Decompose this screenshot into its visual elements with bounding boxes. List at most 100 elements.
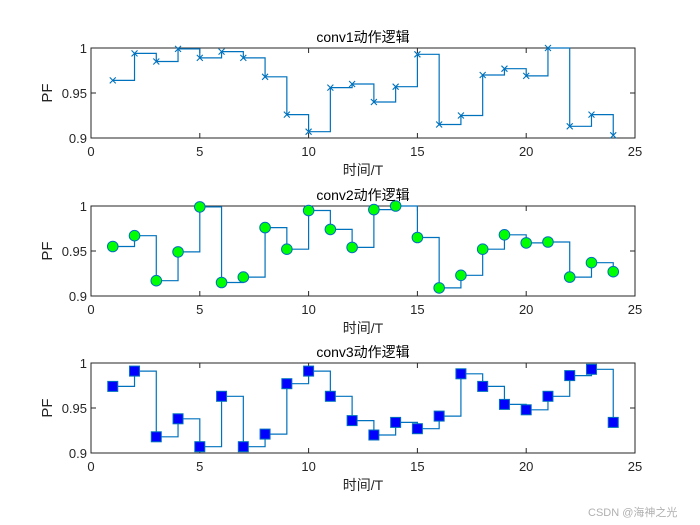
data-point-marker: [172, 246, 184, 258]
data-point-marker: [435, 121, 443, 128]
data-point-marker: [305, 128, 312, 136]
data-point-marker: [414, 50, 421, 58]
data-point-marker: [106, 240, 119, 253]
x-tick-label: 5: [196, 459, 203, 474]
x-tick-label: 15: [410, 459, 424, 474]
data-point-marker: [607, 265, 620, 278]
data-point-marker: [194, 201, 206, 213]
data-point-marker: [259, 221, 271, 234]
subplot-title: conv2动作逻辑: [316, 187, 409, 203]
x-tick-label: 5: [196, 302, 203, 317]
data-point-marker: [542, 236, 554, 248]
data-point-marker: [433, 410, 445, 422]
data-point-marker: [218, 48, 225, 55]
data-point-marker: [609, 131, 617, 139]
data-point-marker: [281, 378, 293, 390]
data-point-marker: [150, 431, 162, 443]
data-point-marker: [585, 363, 597, 375]
x-tick-label: 10: [301, 459, 315, 474]
y-tick-label: 0.95: [62, 244, 87, 259]
stairs-line: [112, 205, 614, 289]
x-tick-label: 20: [519, 459, 533, 474]
y-axis-label: PF: [39, 241, 56, 260]
data-point-marker: [411, 231, 424, 244]
data-point-marker: [607, 416, 619, 428]
data-point-marker: [479, 71, 487, 79]
data-point-marker: [302, 204, 315, 217]
subplot-title: conv1动作逻辑: [316, 29, 409, 45]
data-point-marker: [107, 380, 119, 392]
data-point-marker: [585, 256, 598, 269]
data-point-marker: [501, 65, 508, 73]
data-point-marker: [128, 229, 141, 242]
data-point-marker: [303, 365, 315, 377]
x-tick-label: 25: [628, 144, 642, 159]
y-axis-label: PF: [39, 83, 56, 102]
x-tick-label: 20: [519, 302, 533, 317]
y-tick-label: 0.95: [62, 401, 87, 416]
x-tick-label: 20: [519, 144, 533, 159]
data-point-marker: [564, 370, 576, 382]
data-point-marker: [542, 390, 554, 402]
y-tick-label: 0.9: [69, 131, 87, 146]
data-point-marker: [346, 241, 358, 254]
x-tick-label: 0: [87, 302, 94, 317]
data-point-marker: [239, 54, 247, 62]
data-point-marker: [324, 223, 337, 236]
data-point-marker: [390, 416, 402, 428]
x-tick-label: 0: [87, 459, 94, 474]
data-point-marker: [588, 111, 595, 118]
data-point-marker: [324, 390, 336, 402]
x-axis-label: 时间/T: [343, 162, 384, 178]
y-tick-label: 0.9: [69, 446, 87, 461]
axes-box: [90, 362, 636, 454]
data-point-marker: [172, 413, 184, 425]
x-tick-label: 10: [301, 144, 315, 159]
x-tick-label: 25: [628, 302, 642, 317]
data-point-marker: [348, 80, 356, 88]
x-tick-label: 5: [196, 144, 203, 159]
data-point-marker: [150, 274, 163, 287]
data-point-marker: [368, 203, 380, 216]
y-tick-label: 1: [80, 41, 87, 56]
y-tick-label: 0.9: [69, 289, 87, 304]
data-point-marker: [520, 404, 532, 416]
data-point-marker: [457, 112, 465, 119]
x-tick-label: 15: [410, 302, 424, 317]
x-tick-label: 0: [87, 144, 94, 159]
data-point-marker: [237, 441, 249, 453]
data-point-marker: [216, 390, 228, 402]
watermark: CSDN @海神之光: [588, 505, 677, 519]
data-point-marker: [520, 237, 533, 249]
stairs-line: [112, 47, 614, 136]
axes-box: [90, 47, 636, 139]
data-point-marker: [477, 380, 489, 392]
data-point-marker: [196, 54, 204, 62]
x-tick-label: 15: [410, 144, 424, 159]
x-tick-label: 10: [301, 302, 315, 317]
x-axis-label: 时间/T: [343, 477, 384, 493]
data-point-marker: [129, 365, 141, 377]
data-point-marker: [370, 98, 378, 106]
data-point-marker: [237, 271, 250, 283]
data-point-marker: [392, 83, 400, 91]
data-point-marker: [498, 229, 511, 241]
data-point-marker: [368, 429, 380, 441]
data-point-marker: [259, 428, 271, 440]
y-tick-label: 1: [80, 199, 87, 214]
data-point-marker: [131, 50, 138, 57]
data-point-marker: [498, 398, 510, 410]
stairs-line: [112, 368, 614, 448]
data-point-marker: [389, 200, 402, 212]
data-point-marker: [261, 73, 269, 81]
data-point-marker: [411, 423, 423, 435]
data-point-marker: [194, 441, 206, 453]
subplot-title: conv3动作逻辑: [316, 344, 409, 360]
data-point-marker: [455, 368, 467, 380]
data-point-marker: [215, 276, 228, 289]
data-point-marker: [109, 77, 117, 84]
